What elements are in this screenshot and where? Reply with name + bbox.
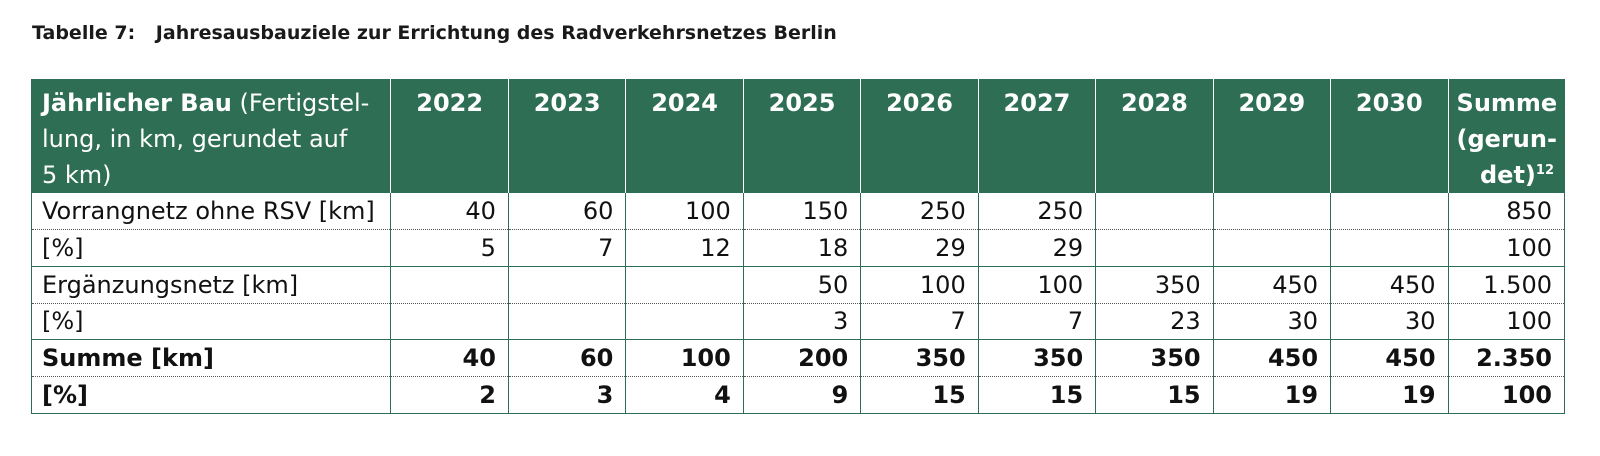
header-row: Jährlicher Bau (Fertigstel- lung, in km,… — [30, 79, 1566, 193]
table-cell: 29 — [860, 229, 979, 267]
table-cell — [625, 303, 744, 341]
table-row-summe-km: Summe [km] 40 60 100 200 350 350 350 450… — [30, 339, 1566, 377]
header-year: 2026 — [860, 79, 979, 193]
row-label: [%] — [30, 376, 391, 414]
row-label: Summe [km] — [30, 339, 391, 377]
table-cell: 450 — [1212, 339, 1331, 377]
table-row-summe-pct: [%] 2 3 4 9 15 15 15 19 19 100 — [30, 376, 1566, 414]
sum-cell: 100 — [1447, 303, 1566, 341]
sum-cell: 850 — [1447, 193, 1566, 231]
row-label: Vorrangnetz ohne RSV [km] — [30, 193, 391, 231]
table-cell: 19 — [1330, 376, 1449, 414]
header-year: 2027 — [977, 79, 1096, 193]
table-cell: 450 — [1212, 266, 1331, 304]
table-cell: 350 — [860, 339, 979, 377]
table-cell: 60 — [507, 193, 626, 231]
header-label-line3: 5 km) — [42, 161, 112, 189]
table-cell: 250 — [860, 193, 979, 231]
table-cell: 5 — [390, 229, 509, 267]
table-row-vorrangnetz-pct: [%] 5 7 12 18 29 29 100 — [30, 229, 1566, 267]
sum-cell: 1.500 — [1447, 266, 1566, 304]
table-cell: 100 — [625, 193, 744, 231]
table-cell: 7 — [507, 229, 626, 267]
header-sum-line3: det) — [1480, 161, 1536, 189]
table-cell: 100 — [977, 266, 1096, 304]
table-cell: 3 — [742, 303, 861, 341]
footnote-marker: 12 — [1535, 163, 1554, 178]
table-cell: 19 — [1212, 376, 1331, 414]
build-targets-table: Jährlicher Bau (Fertigstel- lung, in km,… — [30, 79, 1566, 414]
table-cell: 15 — [860, 376, 979, 414]
table-cell: 23 — [1095, 303, 1214, 341]
table-cell: 100 — [625, 339, 744, 377]
header-year: 2022 — [390, 79, 509, 193]
table-cell — [390, 266, 509, 304]
table-cell: 40 — [390, 339, 509, 377]
row-label: [%] — [30, 229, 391, 267]
table-cell: 7 — [860, 303, 979, 341]
table-cell: 350 — [1095, 266, 1214, 304]
table-cell — [507, 266, 626, 304]
header-year: 2028 — [1095, 79, 1214, 193]
table-cell — [625, 266, 744, 304]
table-cell — [1330, 193, 1449, 231]
header-label-bold: Jährlicher Bau — [42, 89, 232, 117]
header-year: 2023 — [507, 79, 626, 193]
header-row-label: Jährlicher Bau (Fertigstel- lung, in km,… — [30, 79, 391, 193]
table-cell: 7 — [977, 303, 1096, 341]
table-cell: 150 — [742, 193, 861, 231]
table-cell — [1330, 229, 1449, 267]
table-cell: 9 — [742, 376, 861, 414]
table-cell: 350 — [1095, 339, 1214, 377]
table-title: Jahresausbauziele zur Errichtung des Rad… — [155, 22, 837, 44]
header-year: 2024 — [625, 79, 744, 193]
table-cell: 4 — [625, 376, 744, 414]
table-number: Tabelle 7: — [32, 22, 136, 44]
table-cell: 40 — [390, 193, 509, 231]
table-cell: 15 — [977, 376, 1096, 414]
header-year: 2025 — [742, 79, 861, 193]
table-cell: 30 — [1330, 303, 1449, 341]
table-row-ergaenzungsnetz-pct: [%] 3 7 7 23 30 30 100 — [30, 303, 1566, 341]
table-cell — [1095, 193, 1214, 231]
table-cell: 60 — [507, 339, 626, 377]
header-year: 2030 — [1330, 79, 1449, 193]
sum-cell: 2.350 — [1447, 339, 1566, 377]
table-cell: 18 — [742, 229, 861, 267]
table-cell — [1095, 229, 1214, 267]
table-cell: 450 — [1330, 339, 1449, 377]
table-cell: 30 — [1212, 303, 1331, 341]
header-label-line2: lung, in km, gerundet auf — [42, 125, 348, 153]
table-cell: 250 — [977, 193, 1096, 231]
table-cell: 3 — [507, 376, 626, 414]
table-cell: 350 — [977, 339, 1096, 377]
table-cell — [1212, 229, 1331, 267]
table-cell — [507, 303, 626, 341]
table-cell: 29 — [977, 229, 1096, 267]
table-cell: 15 — [1095, 376, 1214, 414]
table-cell: 12 — [625, 229, 744, 267]
header-sum: Summe (gerun- det)12 — [1447, 79, 1566, 193]
header-sum-line2: (gerun- — [1456, 125, 1557, 153]
header-year: 2029 — [1212, 79, 1331, 193]
header-label-rest: (Fertigstel- — [231, 89, 370, 117]
table-cell: 2 — [390, 376, 509, 414]
table-cell: 50 — [742, 266, 861, 304]
table-caption: Tabelle 7: Jahresausbauziele zur Erricht… — [32, 22, 837, 44]
table-cell — [1212, 193, 1331, 231]
row-label: [%] — [30, 303, 391, 341]
table-cell: 200 — [742, 339, 861, 377]
table-cell: 450 — [1330, 266, 1449, 304]
table-cell: 100 — [860, 266, 979, 304]
table-cell — [390, 303, 509, 341]
sum-cell: 100 — [1447, 376, 1566, 414]
header-sum-line1: Summe — [1456, 89, 1558, 117]
sum-cell: 100 — [1447, 229, 1566, 267]
table-row-ergaenzungsnetz-km: Ergänzungsnetz [km] 50 100 100 350 450 4… — [30, 266, 1566, 304]
table-row-vorrangnetz-km: Vorrangnetz ohne RSV [km] 40 60 100 150 … — [30, 193, 1566, 231]
row-label: Ergänzungsnetz [km] — [30, 266, 391, 304]
